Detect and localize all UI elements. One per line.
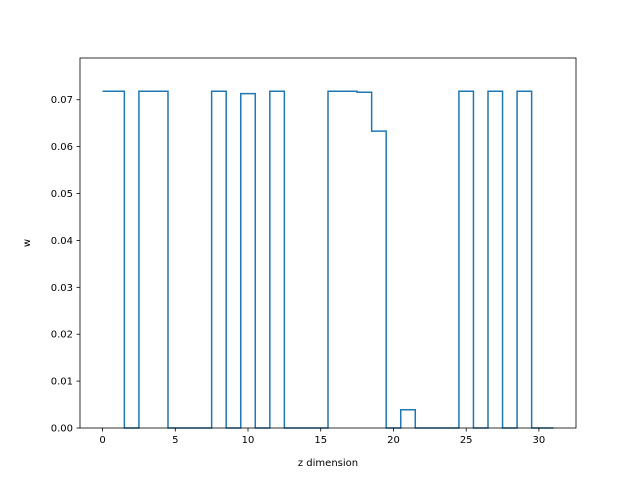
- x-tick-label: 20: [387, 435, 400, 446]
- y-tick-label: 0.04: [51, 236, 73, 247]
- x-tick-label: 5: [172, 435, 178, 446]
- y-tick-label: 0.03: [51, 283, 73, 294]
- x-tick-label: 10: [242, 435, 255, 446]
- plot-frame: [79, 57, 577, 429]
- x-axis-label: z dimension: [298, 458, 358, 469]
- x-tick-label: 0: [99, 435, 105, 446]
- x-tick-label: 15: [314, 435, 327, 446]
- y-axis-ticks: 0.00 0.01 0.02 0.03 0.04 0.05 0.06 0.07: [51, 95, 80, 435]
- y-tick-label: 0.06: [51, 142, 73, 153]
- x-axis-ticks: 0 5 10 15 20 25 30: [99, 428, 545, 446]
- y-axis-label: w: [22, 239, 33, 247]
- y-tick-label: 0.01: [51, 377, 73, 388]
- x-tick-label: 25: [460, 435, 473, 446]
- y-tick-label: 0.00: [51, 424, 73, 435]
- x-tick-label: 30: [533, 435, 546, 446]
- y-tick-label: 0.02: [51, 330, 73, 341]
- y-tick-label: 0.05: [51, 189, 73, 200]
- y-tick-label: 0.07: [51, 95, 73, 106]
